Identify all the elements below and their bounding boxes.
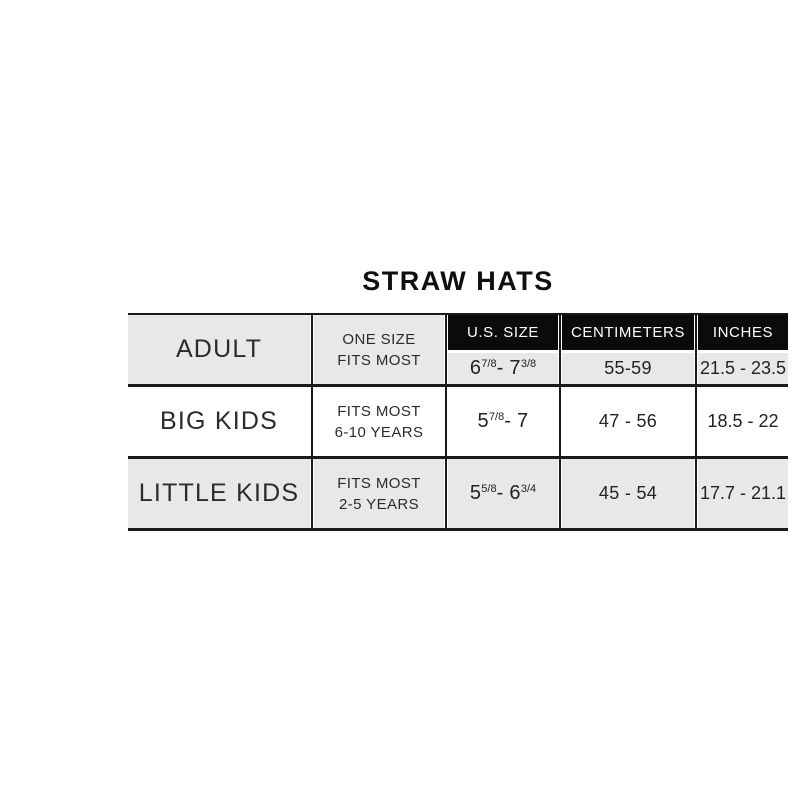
page-title: STRAW HATS xyxy=(362,266,554,296)
row-separator xyxy=(128,456,788,459)
fit-description-adult: ONE SIZE FITS MOST xyxy=(314,315,444,384)
us-size-column: U.S. SIZE 67/8- 73/8 xyxy=(448,315,558,384)
column-divider xyxy=(444,459,448,528)
centimeters-value-little-kids: 45 - 54 xyxy=(562,459,694,528)
table-row-little-kids: LITTLE KIDS FITS MOST 2-5 YEARS 55/8- 63… xyxy=(128,459,788,528)
us-size-text: 55/8- 63/4 xyxy=(469,482,537,504)
column-divider xyxy=(310,459,314,528)
table-border-bottom xyxy=(128,528,788,531)
us-size-value-little-kids: 55/8- 63/4 xyxy=(448,459,558,528)
us-size-text: 67/8- 73/8 xyxy=(469,357,537,379)
row-separator xyxy=(128,384,788,387)
fit-description-big-kids: FITS MOST 6-10 YEARS xyxy=(314,387,444,456)
row-label-adult: ADULT xyxy=(128,315,310,384)
header-gap xyxy=(448,350,558,353)
table-row-adult: ADULT ONE SIZE FITS MOST U.S. SIZE 67/8-… xyxy=(128,315,788,384)
us-size-value-big-kids: 57/8- 7 xyxy=(448,387,558,456)
table-border-top xyxy=(128,313,788,315)
fit-line-1: FITS MOST xyxy=(337,474,421,492)
header-gap xyxy=(562,350,694,353)
column-divider xyxy=(694,315,698,384)
inches-header: INCHES xyxy=(698,315,788,350)
inches-value-big-kids: 18.5 - 22 xyxy=(707,411,779,431)
centimeters-value-adult: 55-59 xyxy=(562,353,694,384)
fit-line-2: FITS MOST xyxy=(337,351,421,369)
us-size-value-adult: 67/8- 73/8 xyxy=(448,353,558,384)
centimeters-header: CENTIMETERS xyxy=(562,315,694,350)
header-gap xyxy=(698,350,788,353)
us-size-header: U.S. SIZE xyxy=(448,315,558,350)
centimeters-value-big-kids: 47 - 56 xyxy=(598,411,658,431)
table-row-big-kids: BIG KIDS FITS MOST 6-10 YEARS 57/8- 7 47… xyxy=(128,387,788,456)
column-divider xyxy=(444,387,448,456)
column-divider xyxy=(310,387,314,456)
inches-column: INCHES 21.5 - 23.5 xyxy=(698,315,788,384)
fit-description-little-kids: FITS MOST 2-5 YEARS xyxy=(314,459,444,528)
inches-value-adult: 21.5 - 23.5 xyxy=(698,353,788,384)
fit-line-2: 6-10 YEARS xyxy=(334,423,424,441)
row-label-big-kids: BIG KIDS xyxy=(160,407,278,435)
fit-line-2: 2-5 YEARS xyxy=(338,495,420,513)
row-label-little-kids: LITTLE KIDS xyxy=(128,459,310,528)
size-table: ADULT ONE SIZE FITS MOST U.S. SIZE 67/8-… xyxy=(128,313,788,531)
column-divider xyxy=(310,315,314,384)
column-divider xyxy=(694,387,698,456)
column-divider xyxy=(444,315,448,384)
column-divider xyxy=(558,459,562,528)
column-divider xyxy=(558,387,562,456)
column-divider xyxy=(694,459,698,528)
us-size-text: 57/8- 7 xyxy=(477,410,529,432)
column-divider xyxy=(558,315,562,384)
fit-line-1: FITS MOST xyxy=(337,402,421,420)
inches-value-little-kids: 17.7 - 21.1 xyxy=(698,459,788,528)
centimeters-column: CENTIMETERS 55-59 xyxy=(562,315,694,384)
fit-line-1: ONE SIZE xyxy=(342,330,416,348)
